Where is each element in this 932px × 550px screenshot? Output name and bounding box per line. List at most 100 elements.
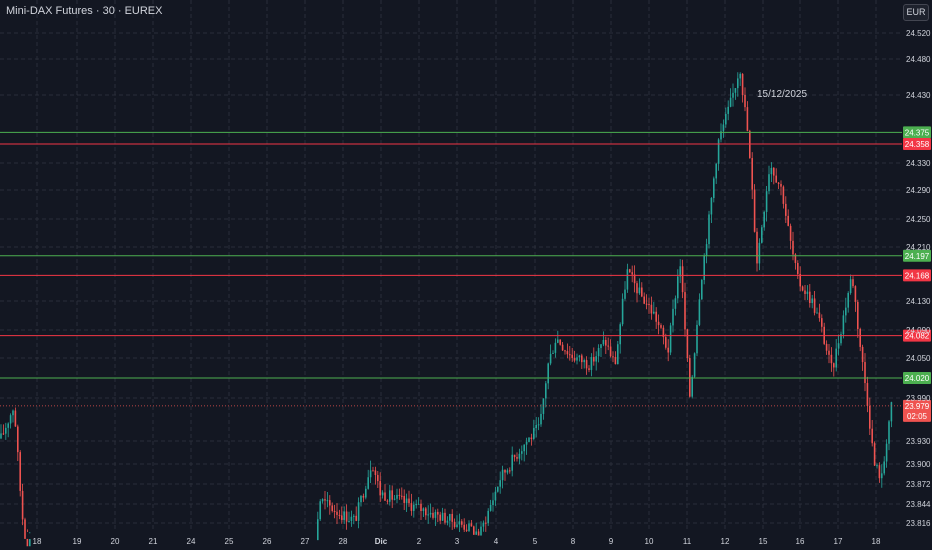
candle-body [427,514,429,516]
candle-body [499,480,501,487]
candle-body [415,504,417,506]
candle-body [451,513,453,522]
y-axis-tick-label: 24.290 [906,186,931,195]
candle-body [609,346,612,357]
candle-body [24,519,26,539]
x-axis-tick-label: 3 [455,537,460,546]
candle-body [703,255,705,280]
candle-body [333,510,336,512]
candle-body [715,163,717,179]
y-axis-tick-label: 24.430 [906,91,931,100]
candle-body [744,94,746,108]
x-axis-tick-label: 20 [111,537,120,546]
candle-body [317,519,319,541]
candle-body [331,505,333,511]
candle-body [830,354,833,364]
candle-body [804,290,806,294]
candle-body [569,354,571,356]
candle-body [475,531,477,535]
currency-button[interactable]: EUR [903,4,929,21]
candle-body [890,402,893,422]
last-price-label-bg [903,399,931,422]
candle-body [737,78,739,89]
candle-body [679,266,681,277]
candle-body [389,490,391,502]
candle-body [845,307,847,316]
x-axis-tick-label: 2 [417,537,422,546]
last-price-label: 23.979 [905,402,930,411]
candle-body [626,269,629,290]
candle-body [689,358,691,397]
candle-body [636,283,638,294]
candle-body [321,499,324,502]
x-axis-tick-label: 9 [609,537,614,546]
candle-body [0,433,2,439]
candle-body [377,475,379,482]
candle-body [329,500,331,506]
candle-body [763,211,765,228]
candle-body [545,383,547,399]
x-axis-tick-label: 27 [301,537,310,546]
candle-body [429,512,432,515]
candle-body [811,298,813,304]
candle-body [396,494,398,499]
candle-body [713,178,715,198]
candle-body [434,511,437,518]
candle-body [441,512,444,521]
candle-body [655,311,657,322]
price-level-label: 24.168 [905,271,930,280]
candle-body [732,92,734,98]
candle-body [605,339,607,346]
candle-body [372,470,374,472]
x-axis-tick-label: 5 [533,537,538,546]
candle-body [624,289,626,299]
candle-body [785,203,787,216]
candle-body [849,279,852,294]
candle-body [717,139,720,164]
price-level-label-bg [903,249,931,262]
price-level-label-bg [903,329,931,342]
candle-body [698,299,701,325]
symbol-title[interactable]: Mini-DAX Futures · 30 · EUREX [6,5,163,17]
y-axis-tick-label: 23.990 [906,394,931,403]
candle-body [417,503,420,505]
candle-body [557,339,559,343]
candle-body [425,508,427,516]
candle-body [561,344,564,351]
candle-body [367,477,369,489]
candle-body [523,444,525,452]
x-axis-tick-label: 16 [796,537,805,546]
candle-body [540,413,542,425]
price-level-label: 24.375 [905,128,930,137]
price-level-label-bg [903,126,931,139]
x-axis-tick-label: 28 [339,537,348,546]
candle-body [657,321,660,326]
candle-body [420,503,422,512]
candle-body [612,356,614,358]
candle-body [439,514,441,521]
candle-body [672,308,674,326]
candle-body [686,329,689,359]
candle-body [518,453,521,459]
candle-body [588,368,590,370]
candle-body [581,355,583,363]
candle-body [629,269,631,273]
candle-body [449,513,451,521]
candle-body [631,272,633,275]
price-level-label-bg [903,372,931,384]
candle-body [437,511,439,515]
candle-body [648,304,650,306]
candle-body [837,343,840,349]
candle-body [739,73,741,79]
y-axis-tick-label: 24.330 [906,159,931,168]
candle-body [847,293,849,308]
candle-body [393,498,396,500]
x-axis-tick-label: 15 [759,537,768,546]
candle-body [645,303,648,305]
candle-body [643,296,645,304]
x-axis-tick-label: 12 [721,537,730,546]
candle-body [494,491,497,501]
candle-body [379,481,381,496]
